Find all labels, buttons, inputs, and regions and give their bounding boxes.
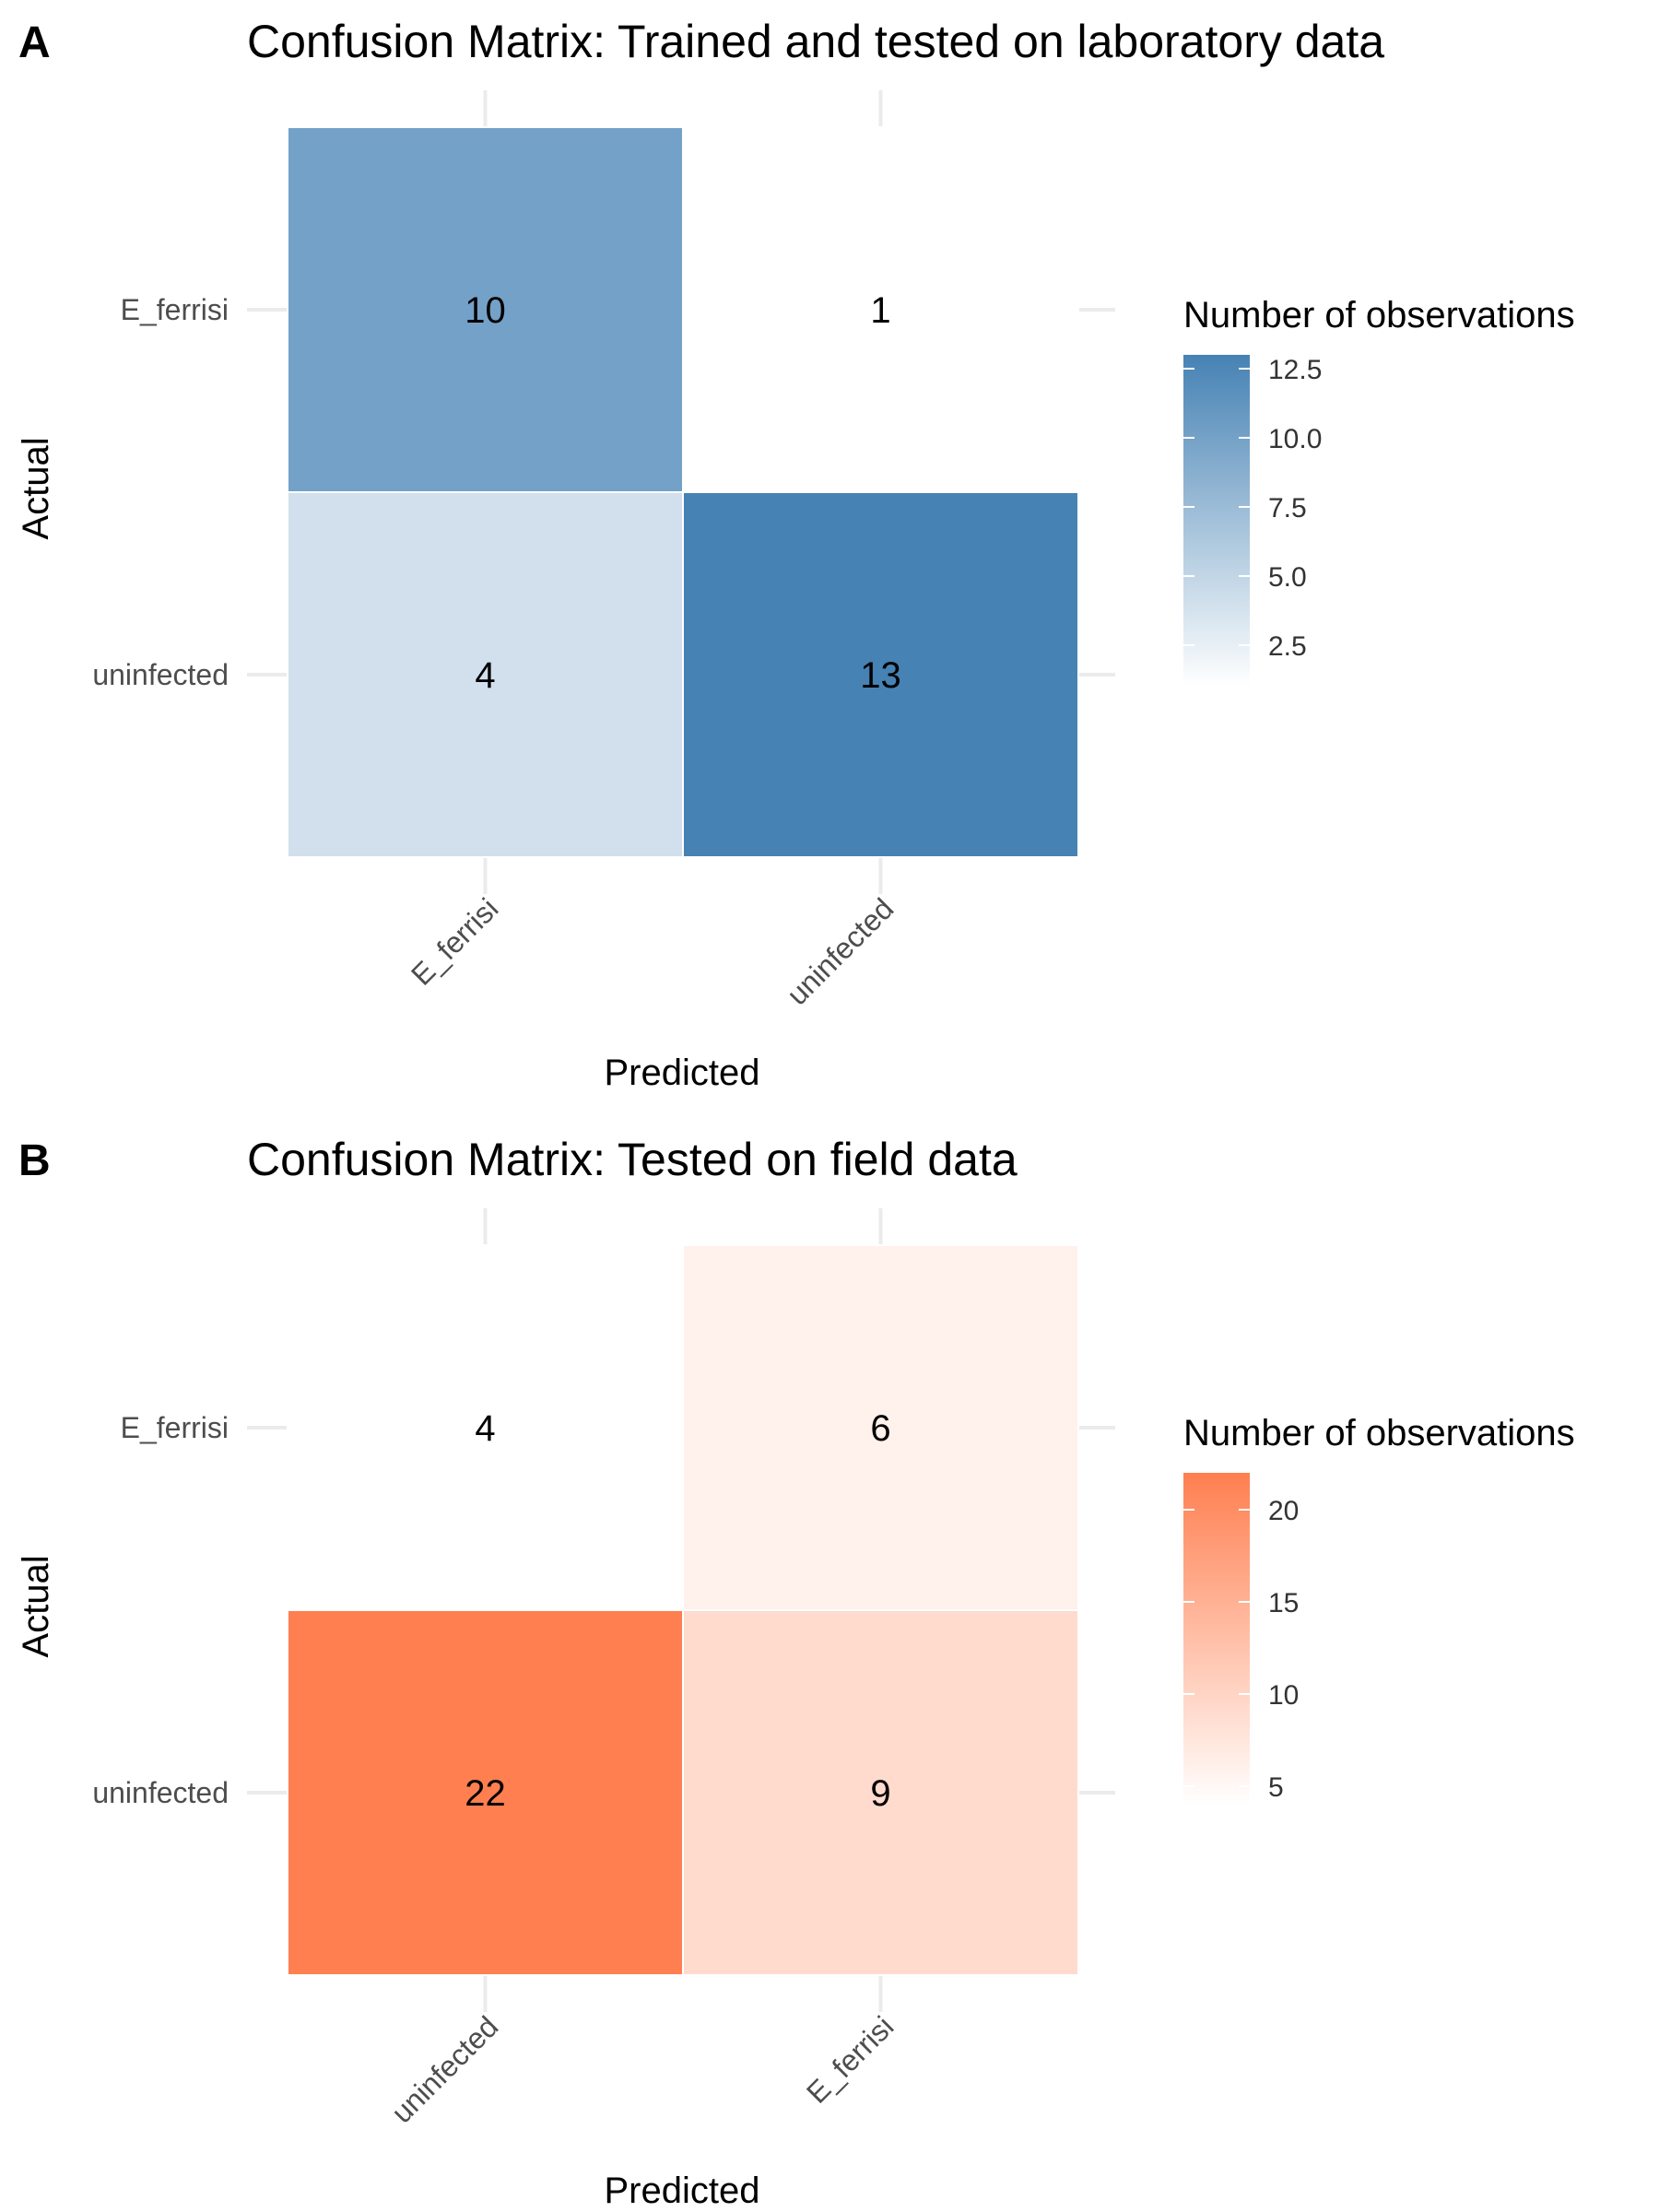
legend-tick-label: 20 [1268,1496,1299,1526]
cell-value-label: 22 [465,1773,506,1814]
panel-a-title: Confusion Matrix: Trained and tested on … [247,16,1384,67]
heatmap-cell [287,1609,684,1976]
heatmap-cell [682,491,1079,858]
cell-value-label: 4 [475,655,495,696]
panel-b-title: Confusion Matrix: Tested on field data [247,1134,1018,1185]
x-tick-label: E_ferrisi [800,2009,900,2109]
cell-value-label: 13 [860,655,901,696]
cell-value-label: 9 [870,1773,890,1814]
y-tick-label: uninfected [92,658,229,691]
panel-a-x-axis-title: Predicted [605,1053,760,1093]
panel-b-cells: 4 6 22 9 [287,1244,1079,1976]
legend-colorbar [1183,1473,1250,1805]
panel-a-legend: 12.5 10.0 7.5 5.0 2.5 [1183,355,1322,687]
panel-a-cells: 10 1 4 13 [287,126,1079,858]
legend-tick-label: 2.5 [1268,631,1307,662]
heatmap-cell [682,1609,1079,1976]
cell-value-label: 1 [870,290,890,331]
cell-value-label: 4 [475,1408,495,1449]
panel-b-y-ticks: E_ferrisi uninfected [92,1411,229,1809]
y-tick-label: uninfected [92,1776,229,1809]
legend-tick-label: 10.0 [1268,424,1322,454]
panel-b-legend-title: Number of observations [1183,1413,1575,1453]
panel-a-legend-title: Number of observations [1183,295,1575,335]
legend-tick-label: 10 [1268,1680,1299,1711]
y-tick-label: E_ferrisi [121,1411,229,1444]
y-tick-label: E_ferrisi [121,293,229,326]
legend-tick-label: 7.5 [1268,493,1307,524]
heatmap-cell [287,126,684,493]
panel-a-y-axis-title: Actual [16,437,56,539]
panel-letter-b: B [18,1136,51,1185]
panel-a-y-ticks: E_ferrisi uninfected [92,293,229,691]
panel-b-x-ticks: uninfected E_ferrisi [385,2009,900,2129]
panel-letter-a: A [18,18,51,67]
x-tick-label: E_ferrisi [405,891,504,991]
panel-b-y-axis-title: Actual [16,1555,56,1657]
legend-tick-label: 5 [1268,1772,1284,1803]
x-tick-label: uninfected [385,2009,505,2129]
legend-colorbar [1183,355,1250,687]
panel-b-legend: 20 15 10 5 [1183,1473,1299,1805]
panel-a-x-ticks: E_ferrisi uninfected [405,891,900,1011]
cell-value-label: 6 [870,1408,890,1449]
heatmap-cell [287,491,684,858]
panel-b-x-axis-title: Predicted [605,2171,760,2211]
x-tick-label: uninfected [781,891,900,1011]
cell-value-label: 10 [465,290,506,331]
panel-b: B Confusion Matrix: Tested on field data… [16,1134,1575,2211]
legend-tick-label: 15 [1268,1588,1299,1618]
legend-tick-label: 5.0 [1268,562,1307,593]
legend-tick-label: 12.5 [1268,355,1322,385]
heatmap-cell [682,1244,1079,1611]
panel-a: A Confusion Matrix: Trained and tested o… [16,16,1575,1093]
